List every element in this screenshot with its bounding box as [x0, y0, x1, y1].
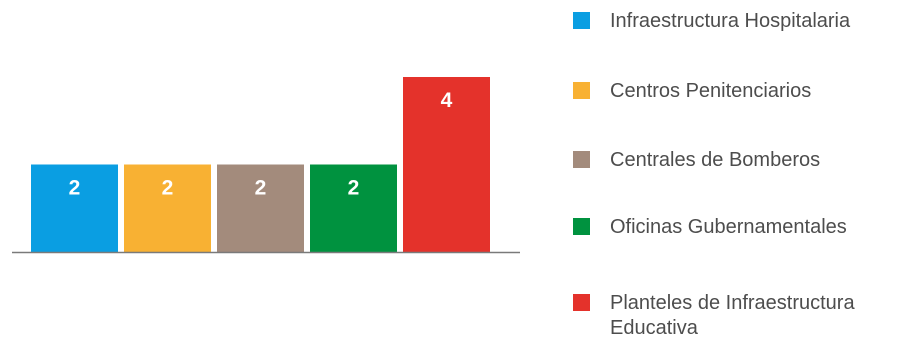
legend-swatch-centrales-de-bomberos	[573, 151, 590, 168]
bar-planteles-de-infraestructura-educativa	[403, 77, 490, 252]
legend-swatch-planteles-de-infraestructura-educativa	[573, 294, 590, 311]
bar-value-label: 2	[162, 177, 174, 200]
legend: Infraestructura Hospitalaria Centros Pen…	[573, 0, 917, 347]
legend-item-oficinas-gubernamentales: Oficinas Gubernamentales	[573, 215, 915, 240]
legend-swatch-oficinas-gubernamentales	[573, 218, 590, 235]
legend-label: Infraestructura Hospitalaria	[610, 10, 851, 32]
bar-labels-group: 2 2 2 2 4	[69, 89, 453, 200]
bar-infraestructura-hospitalaria	[31, 164, 118, 252]
legend-item-planteles-de-infraestructura-educativa: Planteles de Infraestructura Educativa	[573, 291, 915, 341]
legend-label: Centros Penitenciarios	[610, 80, 812, 102]
bar-value-label: 4	[441, 89, 453, 112]
bar-centros-penitenciarios	[124, 164, 211, 252]
bar-value-label: 2	[348, 177, 360, 200]
bar-oficinas-gubernamentales	[310, 164, 397, 252]
bar-value-label: 2	[69, 177, 81, 200]
legend-label: Centrales de Bomberos	[610, 149, 821, 171]
legend-label: Planteles de Infraestructura Educativa	[610, 292, 855, 339]
legend-label: Oficinas Gubernamentales	[610, 216, 847, 238]
bar-centrales-de-bomberos	[217, 164, 304, 252]
legend-swatch-infraestructura-hospitalaria	[573, 12, 590, 29]
bars-group	[31, 77, 490, 252]
bar-value-label: 2	[255, 177, 267, 200]
legend-item-infraestructura-hospitalaria: Infraestructura Hospitalaria	[573, 9, 915, 34]
legend-item-centrales-de-bomberos: Centrales de Bomberos	[573, 148, 915, 173]
legend-item-centros-penitenciarios: Centros Penitenciarios	[573, 79, 915, 104]
legend-swatch-centros-penitenciarios	[573, 82, 590, 99]
